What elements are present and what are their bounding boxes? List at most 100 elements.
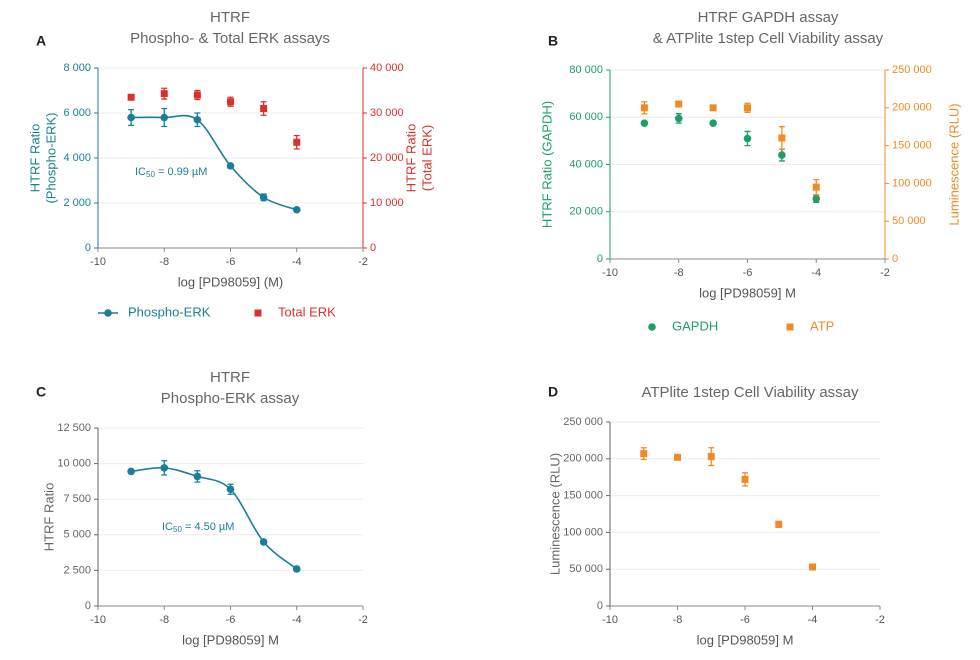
x-tick-label: -2 [875,614,885,626]
marker [744,104,751,112]
marker [193,115,202,124]
y-tick-label: 80 000 [569,64,603,76]
marker [260,105,268,112]
legend-label: ATP [810,318,834,333]
x-tick-label: -8 [159,256,169,268]
y-tick-label: 8 000 [63,62,91,74]
legend-label: GAPDH [672,318,718,333]
marker [193,91,201,99]
chart: B HTRF GAPDH assay & ATPlite 1step Cell Vi… [539,9,961,333]
chart-title: & ATPlite 1step Cell Viability assay [653,30,884,47]
marker [292,565,301,573]
y2-tick-label: 200 000 [892,102,932,114]
y2-tick-label: 30 000 [370,107,404,119]
y-tick-label: 50 000 [569,563,603,575]
y-axis-label: HTRF Ratio [403,124,418,193]
x-tick-label: -10 [90,614,106,626]
y-tick-label: 250 000 [563,416,603,428]
marker [775,520,783,528]
legend-marker [648,323,656,331]
x-tick-label: -8 [159,614,169,626]
curve [131,114,298,211]
marker [674,453,681,461]
x-tick-label: -10 [602,267,618,279]
x-tick-label: -4 [811,267,821,279]
y-axis-label: (Total ERK) [419,125,434,191]
y-tick-label: 7 500 [63,493,91,505]
y-axis-label: (Phospho-ERK) [43,112,58,203]
y-tick-label: 20 000 [569,206,603,218]
series [640,113,821,203]
y-tick-label: 12 500 [57,422,91,434]
x-tick-label: -6 [740,614,750,626]
chart: C HTRF Phospho-ERK assay 0 2 500 5 000 7 500 10… [36,369,368,647]
y2-tick-label: 0 [892,253,898,265]
panel-label: C [36,384,46,400]
chart-title: HTRF [210,369,250,386]
y-tick-label: 0 [85,242,91,254]
chart-title: ATPlite 1step Cell Viability assay [641,384,859,401]
marker [226,485,235,494]
x-tick-label: -6 [226,614,236,626]
chart-title: HTRF [210,9,250,26]
marker [259,538,268,546]
series [640,447,816,571]
y-tick-label: 10 000 [57,458,91,470]
legend-label: Phospho-ERK [128,304,211,319]
y-axis-label: HTRF Ratio [41,483,56,552]
annotation-sub: 50 [146,170,155,179]
marker [293,138,301,146]
y-tick-label: 40 000 [569,158,603,170]
chart-title: Phospho-ERK assay [161,390,300,407]
y-tick-label: 150 000 [563,490,603,502]
y2-tick-label: 0 [370,242,376,254]
annotation-part: IC [135,166,146,178]
marker [227,98,234,106]
x-tick-label: -4 [292,614,302,626]
annotation-part: IC [162,521,173,533]
marker [193,472,202,481]
marker [640,104,648,112]
marker [160,90,168,98]
y-tick-label: 2 500 [63,564,91,576]
series [127,87,301,150]
x-axis-label: log [PD98059] M [697,632,794,647]
marker [809,563,816,571]
y-tick-label: 0 [597,600,603,612]
y-axis-label: Luminescence (RLU) [946,103,961,225]
marker [640,119,649,127]
y2-tick-label: 250 000 [892,64,932,76]
y-axis-label: Luminescence (RLU) [547,453,562,575]
x-axis-label: log [PD98059] (M) [178,274,284,289]
y-tick-label: 5 000 [63,529,91,541]
marker [812,194,821,203]
marker [127,113,135,122]
x-tick-label: -8 [674,267,684,279]
y-tick-label: 6 000 [63,107,91,119]
x-tick-label: -4 [292,256,302,268]
marker [640,450,648,458]
annotation-part: = 0.99 µM [155,166,208,178]
legend-marker [254,309,262,317]
y2-tick-label: 10 000 [370,197,404,209]
panel-label: A [36,33,46,49]
legend-marker [104,309,112,317]
y2-tick-label: 150 000 [892,140,932,152]
annotation-part: = 4.50 µM [182,521,235,533]
y2-tick-label: 40 000 [370,62,404,74]
y-axis-label: HTRF Ratio (GAPDH) [539,101,554,228]
y-tick-label: 200 000 [563,453,603,465]
x-axis-label: log [PD98059] M [699,285,796,300]
legend-label: Total ERK [278,304,336,319]
marker [778,134,786,142]
series [640,100,820,196]
x-tick-label: -10 [602,614,618,626]
annotation: IC50 = 4.50 µM [162,521,234,534]
annotation-sub: 50 [173,525,182,534]
x-tick-label: -6 [226,256,236,268]
marker [292,205,301,214]
chart: A HTRF Phospho- & Total ERK assays 0 2 000 4 … [27,9,434,319]
chart: D ATPlite 1step Cell Viability assay 0 50 0… [547,384,884,648]
panel-label: D [548,384,558,400]
